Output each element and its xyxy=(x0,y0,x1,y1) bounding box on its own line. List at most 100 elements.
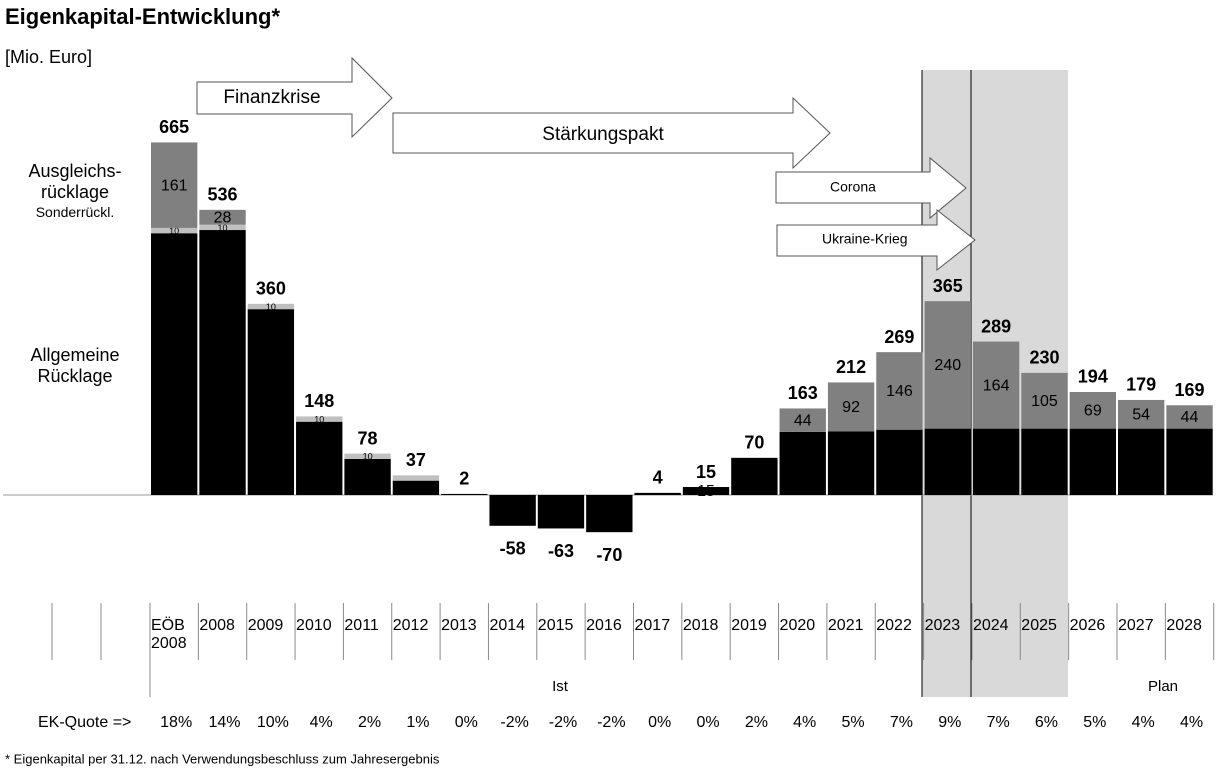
series-label: Sonderrückl. xyxy=(35,204,115,220)
value-label: 125 xyxy=(983,454,1010,471)
value-label: 105 xyxy=(1031,393,1058,410)
bar-segment xyxy=(344,458,391,495)
value-label: 161 xyxy=(161,177,188,194)
arrow-shape xyxy=(392,96,831,170)
value-label: 125 xyxy=(1079,454,1106,471)
category-label: 2028 xyxy=(1166,617,1202,634)
value-label: 146 xyxy=(886,383,913,400)
bar-segment xyxy=(827,431,875,495)
ratio-label: EK-Quote => xyxy=(38,714,131,731)
bar-segment xyxy=(489,495,536,526)
ratio-value: 0% xyxy=(696,714,719,731)
bar-segment xyxy=(151,227,198,234)
bar-segment xyxy=(1069,428,1116,495)
ratio-value: 10% xyxy=(257,714,289,731)
ratio-value: 2% xyxy=(745,714,768,731)
ratio-value: -2% xyxy=(500,714,528,731)
bar-segment xyxy=(1118,399,1165,429)
value-label: 125 xyxy=(1128,454,1155,471)
value-label: 54 xyxy=(1132,407,1150,424)
bar-segment xyxy=(779,408,826,432)
bar-segment xyxy=(296,416,343,422)
bar-segment xyxy=(151,233,198,496)
bar-segment xyxy=(296,421,343,495)
bar-segment xyxy=(731,457,778,495)
ratio-value: 0% xyxy=(455,714,478,731)
value-label: 68 xyxy=(359,469,377,486)
value-label: 69 xyxy=(1084,403,1102,420)
category-label: 2022 xyxy=(876,617,912,634)
total-label: -70 xyxy=(596,545,622,565)
annotation: Corona xyxy=(830,179,876,195)
bar-segment xyxy=(586,495,633,533)
arrow-shape xyxy=(776,208,976,272)
category-label: 2009 xyxy=(247,617,284,634)
bar-segment xyxy=(972,341,1020,429)
total-label: 179 xyxy=(1126,375,1156,395)
bar-segment xyxy=(537,495,585,529)
ratio-value: 14% xyxy=(209,714,241,731)
total-label: 37 xyxy=(406,450,426,470)
total-label: 230 xyxy=(1029,348,1059,368)
total-label: 78 xyxy=(358,428,378,448)
ratio-value: 2% xyxy=(358,714,381,731)
total-label: 194 xyxy=(1078,367,1108,387)
footnote: * Eigenkapital per 31.12. nach Verwendun… xyxy=(5,751,440,766)
bar-segment xyxy=(199,230,246,495)
value-label: 70 xyxy=(745,469,763,486)
bar-segment xyxy=(247,309,295,495)
bar-segment xyxy=(344,453,391,459)
category-label: 2014 xyxy=(489,617,526,634)
category-label: 2024 xyxy=(972,617,1009,634)
value-label: 10 xyxy=(169,226,179,236)
value-label: -58 xyxy=(501,503,524,520)
category-label: 2008 xyxy=(199,617,235,634)
arrow-shape xyxy=(775,156,967,220)
ratio-value: 6% xyxy=(1035,714,1058,731)
value-label: -63 xyxy=(549,504,572,521)
series-label: Allgemeine Rücklage xyxy=(30,345,120,386)
chart-title: Eigenkapital-Entwicklung* xyxy=(5,4,280,29)
category-label: 2020 xyxy=(779,617,816,634)
bar-segment xyxy=(924,301,971,429)
value-label: 120 xyxy=(838,455,865,472)
category-label: 2023 xyxy=(924,617,961,634)
arrow: Finanzkrise xyxy=(196,56,393,139)
value-label: 10 xyxy=(314,414,324,424)
value-label: 164 xyxy=(983,377,1010,394)
value-label: 350 xyxy=(258,394,285,411)
value-label: 240 xyxy=(934,357,961,374)
category-label: 2018 xyxy=(682,617,719,634)
total-label: 360 xyxy=(256,279,286,299)
total-label: 269 xyxy=(884,327,914,347)
bar-segment xyxy=(682,487,730,495)
category-label: 2011 xyxy=(344,617,379,634)
ratio-value: 0% xyxy=(648,714,671,731)
ratio-value: 1% xyxy=(406,714,429,731)
value-label: 92 xyxy=(842,399,860,416)
value-label: 125 xyxy=(1176,454,1203,471)
annotation: Finanzkrise xyxy=(223,87,320,108)
period-label: Ist xyxy=(552,678,569,695)
total-label: 365 xyxy=(933,276,963,296)
ratio-value: 9% xyxy=(938,714,961,731)
annotation: Stärkungspakt xyxy=(542,124,664,145)
total-label: -63 xyxy=(548,541,574,561)
bar-segment xyxy=(1021,428,1068,495)
category-label: 2013 xyxy=(441,617,477,634)
bar-segment xyxy=(876,352,923,430)
bar-segment xyxy=(151,142,198,228)
ratio-value: 18% xyxy=(160,714,192,731)
total-label: 289 xyxy=(981,316,1011,336)
total-label: 169 xyxy=(1175,380,1205,400)
category-label: 2015 xyxy=(537,617,574,634)
category-label: 2027 xyxy=(1118,617,1154,634)
bar-segment xyxy=(1021,372,1068,429)
ratio-value: 4% xyxy=(1132,714,1155,731)
value-label: 28 xyxy=(214,210,232,227)
ratio-value: 4% xyxy=(310,714,333,731)
category-label: 2012 xyxy=(392,617,429,634)
category-label: 2010 xyxy=(296,617,332,634)
